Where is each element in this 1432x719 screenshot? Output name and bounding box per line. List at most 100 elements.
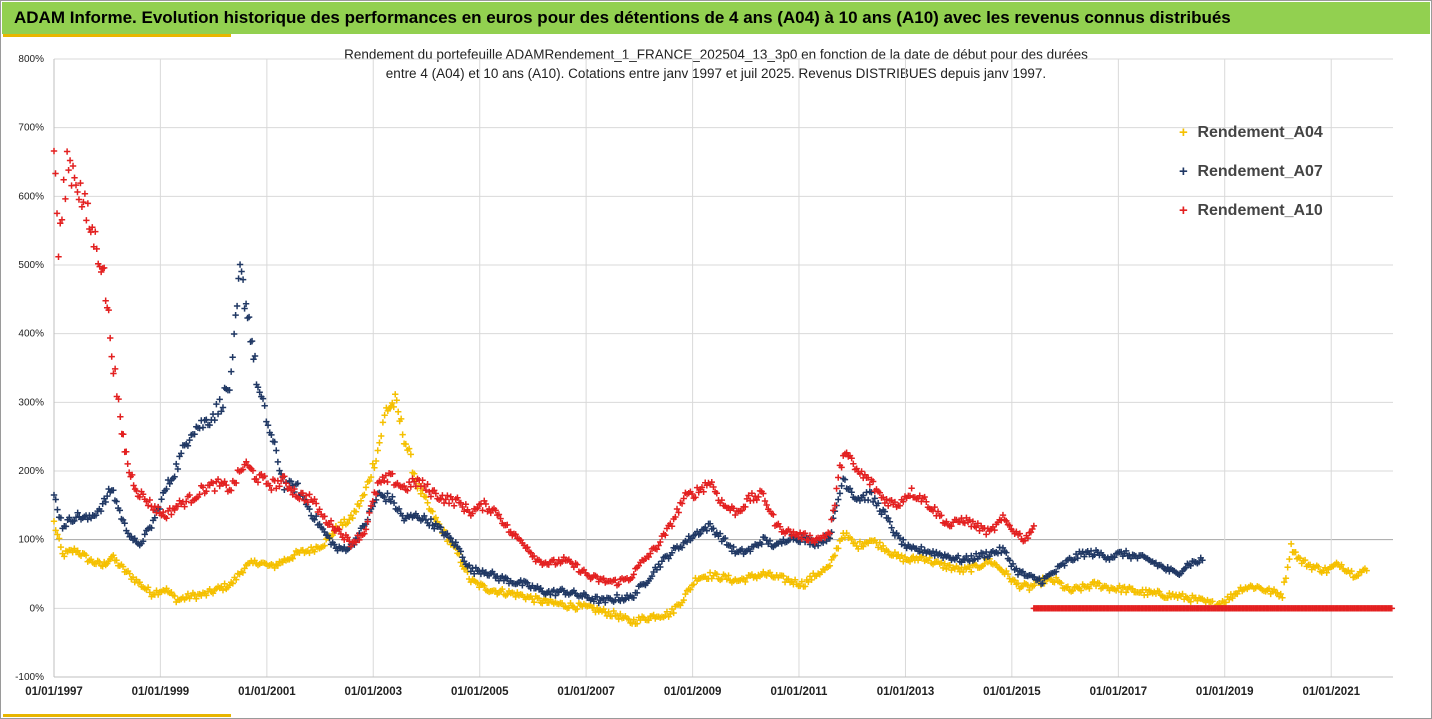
data-point (703, 527, 711, 534)
data-point (974, 520, 982, 527)
data-point (879, 494, 887, 501)
data-point (891, 549, 899, 556)
data-point (352, 539, 360, 546)
data-point (374, 447, 381, 454)
data-point (139, 538, 147, 545)
data-point (961, 519, 968, 527)
data-point (111, 365, 119, 373)
data-point (174, 465, 182, 473)
data-point (447, 535, 454, 542)
data-point (376, 439, 383, 446)
data-point (826, 530, 834, 537)
data-point (785, 575, 792, 583)
data-point (99, 563, 106, 570)
data-point (277, 477, 285, 485)
data-point (196, 491, 203, 498)
data-point (62, 195, 69, 203)
data-point (58, 216, 66, 223)
data-point (261, 472, 268, 480)
data-point (69, 162, 77, 170)
data-point (727, 507, 734, 514)
legend-item-a04: + Rendement_A04 (1179, 124, 1323, 142)
data-point (256, 389, 263, 396)
data-point (259, 395, 267, 402)
data-point (366, 509, 373, 517)
data-point (227, 368, 235, 375)
data-point (50, 147, 58, 155)
data-point (186, 436, 193, 444)
data-point (941, 560, 948, 567)
data-point (248, 337, 256, 345)
data-point (675, 509, 682, 516)
data-point (972, 524, 980, 531)
data-point (331, 541, 338, 548)
data-point (1014, 571, 1022, 578)
data-point (264, 422, 272, 429)
data-point (233, 479, 240, 487)
data-point (1222, 599, 1230, 606)
data-point (289, 491, 296, 498)
data-point (377, 479, 385, 486)
data-point (71, 174, 78, 181)
data-point (105, 306, 112, 314)
data-point (971, 556, 978, 563)
data-point (1164, 594, 1171, 601)
data-point (668, 523, 676, 530)
data-point (151, 503, 159, 510)
data-point (499, 573, 506, 580)
data-point (160, 508, 167, 516)
data-point (74, 188, 81, 196)
data-point (510, 590, 518, 597)
data-point (181, 503, 188, 510)
data-point (1013, 528, 1020, 535)
data-point (218, 408, 225, 415)
page-title: ADAM Informe. Evolution historique des p… (14, 8, 1231, 27)
data-point (869, 478, 877, 485)
data-point (184, 442, 192, 449)
data-point (710, 483, 717, 491)
data-point (1052, 568, 1060, 575)
data-point (826, 562, 834, 569)
data-point (219, 404, 227, 411)
data-point (84, 516, 91, 523)
data-point (1144, 591, 1151, 598)
data-point (798, 578, 806, 585)
data-point (519, 582, 526, 589)
data-point (219, 586, 227, 594)
data-point (848, 536, 855, 543)
data-point (460, 508, 468, 515)
data-point (294, 480, 301, 487)
data-point (243, 458, 250, 465)
data-point (357, 497, 365, 505)
data-point (271, 564, 278, 572)
data-point (1019, 568, 1027, 575)
data-point (647, 550, 654, 557)
data-point (876, 539, 884, 546)
data-point (306, 505, 313, 513)
data-point (268, 431, 275, 439)
data-point (650, 611, 657, 619)
legend-label-a10: Rendement_A10 (1197, 202, 1323, 219)
data-point (721, 534, 729, 542)
data-point (761, 497, 769, 505)
data-point (846, 485, 854, 492)
data-point (462, 501, 470, 508)
data-point (216, 482, 223, 490)
data-point (457, 559, 464, 566)
data-point (602, 599, 609, 606)
data-point (281, 473, 288, 480)
data-point (1016, 530, 1023, 537)
data-point (287, 478, 295, 485)
data-point (81, 190, 89, 197)
data-point (124, 530, 132, 537)
data-point (171, 473, 178, 480)
data-point (389, 399, 396, 407)
data-point (713, 571, 720, 578)
data-point (203, 488, 210, 495)
data-point (367, 473, 375, 481)
data-point (417, 490, 425, 497)
data-point (166, 480, 173, 487)
data-point (976, 553, 983, 560)
data-point (530, 598, 538, 606)
